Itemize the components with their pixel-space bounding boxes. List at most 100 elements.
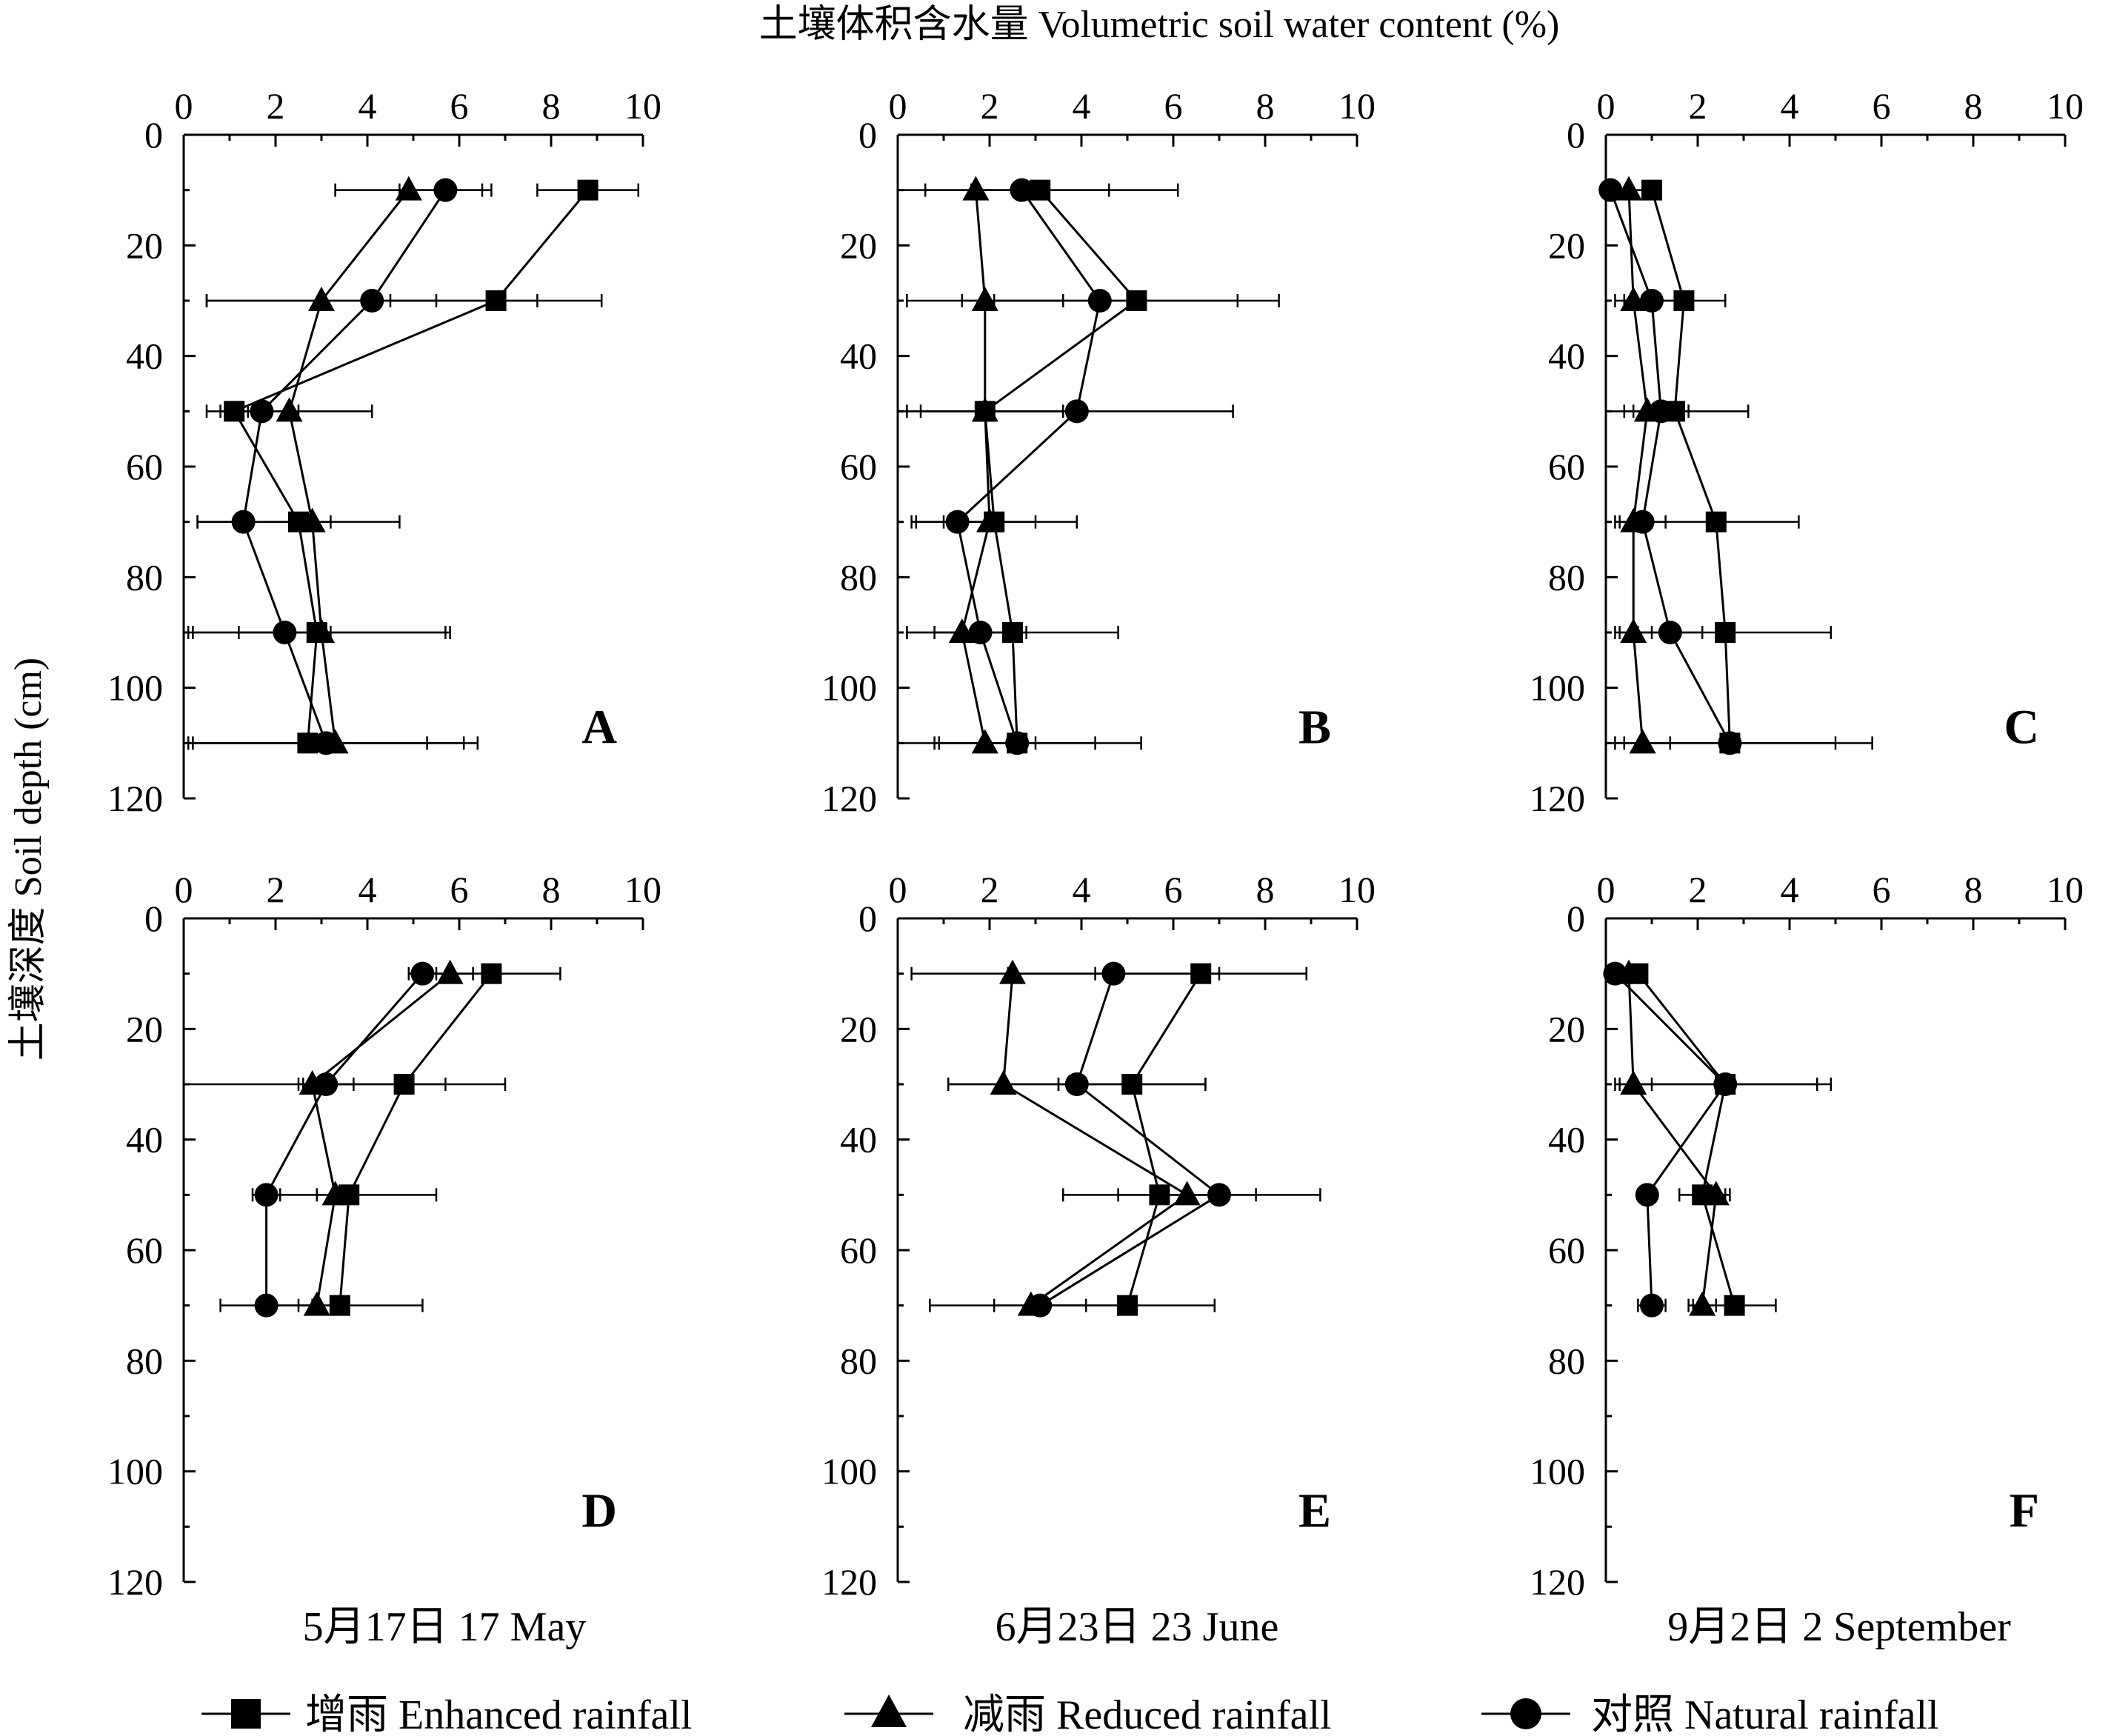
- data-point-triangle: [1615, 176, 1642, 201]
- data-point-circle: [1658, 621, 1682, 644]
- series-line: [310, 972, 451, 1306]
- series-line: [1609, 190, 1731, 744]
- data-point-triangle: [308, 618, 335, 643]
- x-tick-label: 10: [624, 869, 661, 910]
- data-point-triangle: [1173, 1181, 1201, 1206]
- data-point-triangle: [971, 397, 998, 422]
- y-tick-label: 100: [1530, 1451, 1585, 1492]
- y-tick-label: 120: [1530, 1561, 1585, 1603]
- y-tick-label: 20: [1548, 1008, 1585, 1049]
- legend-square-marker: [231, 1699, 261, 1729]
- data-point-triangle: [321, 1181, 349, 1206]
- panel-letter: A: [581, 700, 617, 754]
- x-tick-label: 10: [1338, 85, 1376, 127]
- data-point-circle: [1649, 399, 1673, 424]
- y-tick-label: 20: [1548, 224, 1585, 266]
- x-tick-label: 0: [889, 869, 907, 910]
- x-tick-label: 6: [1873, 869, 1891, 910]
- series-square: [256, 963, 561, 1316]
- data-point-circle: [1640, 1293, 1664, 1318]
- data-point-triangle: [1620, 287, 1647, 311]
- legend: 增雨 Enhanced rainfall 减雨 Reduced rainfall…: [201, 1692, 1939, 1736]
- x-tick-label: 2: [1689, 85, 1707, 127]
- column-label-june: 6月23日 23 June: [996, 1604, 1279, 1650]
- data-point-triangle: [1702, 1181, 1730, 1206]
- data-point-square: [1724, 1295, 1745, 1316]
- y-tick-label: 100: [821, 667, 877, 709]
- y-tick-label: 120: [821, 778, 877, 819]
- y-tick-label: 40: [126, 1119, 163, 1161]
- y-tick-label: 100: [1530, 667, 1585, 709]
- data-point-triangle: [971, 287, 998, 311]
- y-tick-label: 100: [821, 1451, 877, 1492]
- x-tick-label: 2: [1689, 869, 1707, 910]
- data-point-triangle: [962, 176, 990, 201]
- series-line: [1637, 972, 1736, 1306]
- series-line: [1614, 972, 1727, 1306]
- data-point-circle: [433, 178, 458, 202]
- data-point-circle: [1207, 1183, 1231, 1207]
- data-point-circle: [1087, 289, 1112, 313]
- x-tick-label: 8: [542, 85, 561, 127]
- y-tick-label: 20: [126, 1008, 163, 1049]
- data-point-circle: [360, 289, 384, 313]
- x-tick-label: 8: [1964, 85, 1983, 127]
- series-line: [1627, 190, 1649, 744]
- x-tick-label: 8: [542, 869, 561, 910]
- series-line: [339, 972, 493, 1306]
- data-point-circle: [1005, 731, 1030, 755]
- y-tick-label: 60: [1548, 1229, 1585, 1271]
- data-point-circle: [945, 510, 970, 534]
- series-line: [956, 189, 1101, 744]
- series-triangle: [1609, 176, 1672, 754]
- x-tick-label: 6: [450, 85, 469, 127]
- legend-triangle-marker: [871, 1695, 907, 1727]
- series-circle: [1598, 178, 1873, 755]
- y-tick-label: 100: [107, 1451, 163, 1492]
- y-tick-label: 80: [126, 1340, 163, 1381]
- y-tick-label: 120: [107, 1561, 163, 1603]
- series-line: [233, 189, 589, 744]
- y-tick-label: 100: [107, 667, 163, 709]
- x-tick-label: 4: [1781, 85, 1799, 127]
- x-tick-label: 4: [359, 85, 377, 127]
- legend-item-natural: 对照 Natural rainfall: [1481, 1692, 1939, 1736]
- series-circle: [219, 961, 438, 1318]
- x-tick-label: 0: [175, 869, 193, 910]
- series-line: [288, 189, 410, 744]
- data-point-circle: [254, 1183, 279, 1207]
- series-triangle: [906, 176, 1064, 754]
- data-point-circle: [1640, 289, 1664, 313]
- data-point-triangle: [299, 507, 326, 533]
- series-triangle: [910, 959, 1221, 1316]
- data-point-triangle: [276, 397, 303, 422]
- x-tick-label: 2: [267, 85, 285, 127]
- x-tick-label: 10: [2047, 85, 2084, 127]
- legend-label-reduced: 减雨 Reduced rainfall: [963, 1692, 1332, 1736]
- series-circle: [947, 961, 1321, 1318]
- y-tick-label: 0: [1567, 898, 1585, 939]
- y-tick-label: 120: [821, 1561, 877, 1603]
- series-circle: [896, 178, 1239, 755]
- series-line: [984, 189, 1138, 744]
- data-point-triangle: [308, 287, 335, 311]
- data-point-circle: [254, 1293, 279, 1318]
- y-tick-label: 60: [840, 446, 877, 487]
- x-tick-label: 10: [624, 85, 661, 127]
- x-tick-label: 2: [981, 869, 999, 910]
- x-tick-label: 4: [1073, 869, 1091, 910]
- series-square: [1038, 963, 1308, 1316]
- series-square: [1618, 963, 1833, 1316]
- x-tick-label: 6: [1164, 869, 1183, 910]
- y-tick-label: 80: [126, 556, 163, 598]
- y-tick-label: 40: [1548, 335, 1585, 377]
- series-circle: [187, 178, 538, 755]
- y-tick-label: 0: [858, 898, 877, 939]
- data-point-circle: [410, 961, 435, 986]
